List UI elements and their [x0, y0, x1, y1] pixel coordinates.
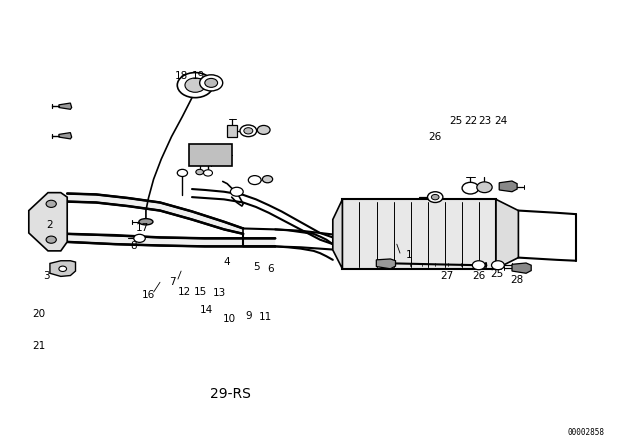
Polygon shape [376, 259, 396, 269]
Circle shape [477, 182, 492, 193]
Circle shape [134, 234, 145, 242]
Text: 11: 11 [259, 312, 272, 322]
Text: 7: 7 [170, 277, 176, 287]
Circle shape [59, 266, 67, 271]
Text: 4: 4 [224, 257, 230, 267]
Bar [227, 125, 237, 137]
Circle shape [177, 169, 188, 177]
Bar [342, 199, 496, 269]
Polygon shape [29, 193, 67, 251]
Circle shape [46, 200, 56, 207]
Circle shape [204, 170, 212, 176]
Text: 26: 26 [429, 132, 442, 142]
Ellipse shape [139, 219, 153, 225]
Circle shape [240, 125, 257, 137]
Text: 25: 25 [491, 269, 504, 279]
Circle shape [257, 125, 270, 134]
Text: 26: 26 [472, 271, 485, 280]
Circle shape [200, 75, 223, 91]
Text: 22: 22 [464, 116, 477, 126]
Circle shape [185, 78, 205, 92]
Polygon shape [59, 103, 72, 109]
Polygon shape [333, 199, 342, 269]
Text: 2: 2 [47, 220, 53, 230]
Circle shape [472, 261, 485, 270]
Text: 21: 21 [32, 341, 45, 351]
Text: 18: 18 [175, 71, 188, 81]
Text: 13: 13 [213, 289, 226, 298]
Text: 20: 20 [32, 310, 45, 319]
Bar [189, 144, 232, 166]
Text: 1: 1 [406, 250, 413, 260]
Text: 9: 9 [245, 311, 252, 321]
Polygon shape [496, 199, 518, 269]
Circle shape [262, 176, 273, 183]
Text: 6: 6 [267, 264, 273, 274]
Text: 16: 16 [142, 290, 155, 300]
Text: 17: 17 [136, 224, 148, 233]
Text: 10: 10 [223, 314, 236, 324]
Polygon shape [59, 133, 72, 139]
Text: 28: 28 [511, 275, 524, 285]
Polygon shape [67, 194, 243, 234]
Text: 12: 12 [178, 287, 191, 297]
Text: 29-RS: 29-RS [210, 387, 251, 401]
Text: 25: 25 [450, 116, 463, 126]
Text: 14: 14 [200, 305, 212, 315]
Text: 27: 27 [440, 271, 453, 280]
Circle shape [462, 182, 479, 194]
Text: 15: 15 [194, 287, 207, 297]
Text: 5: 5 [253, 262, 259, 271]
Circle shape [428, 192, 443, 202]
Circle shape [177, 73, 213, 98]
Circle shape [205, 78, 218, 87]
Polygon shape [512, 263, 531, 273]
Circle shape [230, 187, 243, 196]
Circle shape [431, 194, 439, 200]
Text: 8: 8 [130, 241, 136, 251]
Circle shape [196, 169, 204, 175]
Text: 24: 24 [494, 116, 507, 126]
Polygon shape [67, 234, 275, 246]
Text: 19: 19 [192, 71, 205, 81]
Text: 00002858: 00002858 [568, 428, 605, 437]
Polygon shape [50, 261, 76, 276]
Circle shape [248, 176, 261, 185]
Circle shape [244, 128, 253, 134]
Circle shape [492, 261, 504, 270]
Circle shape [46, 236, 56, 243]
Text: 23: 23 [478, 116, 491, 126]
Polygon shape [499, 181, 517, 192]
Text: 3: 3 [44, 271, 50, 280]
